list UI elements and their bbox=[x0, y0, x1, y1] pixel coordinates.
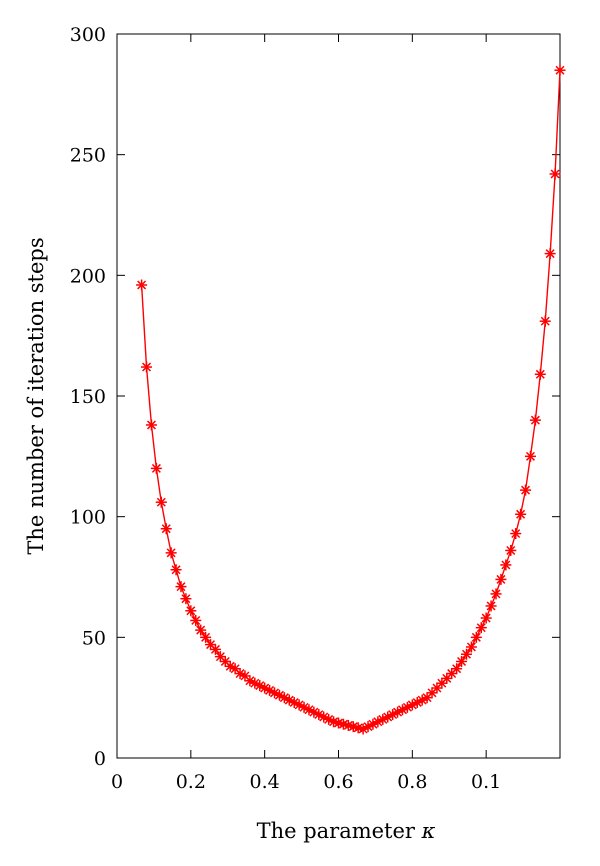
data-point bbox=[505, 544, 517, 556]
data-point bbox=[426, 687, 438, 699]
x-tick-label: 0.4 bbox=[250, 771, 280, 793]
data-point bbox=[549, 168, 561, 180]
series-markers bbox=[136, 64, 566, 735]
data-point bbox=[180, 593, 192, 605]
data-point bbox=[485, 600, 497, 612]
data-point bbox=[510, 528, 522, 540]
data-point bbox=[136, 279, 148, 291]
data-point bbox=[534, 368, 546, 380]
data-point bbox=[520, 484, 532, 496]
axis-tick-labels: 0 0.2 0.4 0.6 0.8 0.1 0 50 100 150 200 250 300 bbox=[70, 24, 502, 793]
data-point bbox=[490, 588, 502, 600]
data-point bbox=[155, 496, 167, 508]
data-point bbox=[456, 655, 468, 667]
data-point bbox=[200, 631, 212, 643]
data-point bbox=[544, 248, 556, 260]
y-tick-label: 250 bbox=[70, 145, 106, 167]
data-point bbox=[554, 64, 566, 76]
data-point bbox=[175, 581, 187, 593]
data-point bbox=[141, 361, 153, 373]
data-point bbox=[515, 508, 527, 520]
data-point bbox=[524, 450, 536, 462]
data-point bbox=[190, 614, 202, 626]
y-axis-title: The number of iteration steps bbox=[24, 237, 48, 554]
data-point bbox=[500, 559, 512, 571]
data-point bbox=[150, 462, 162, 474]
x-axis-title: The parameter κ bbox=[257, 819, 436, 843]
data-point bbox=[264, 684, 276, 696]
data-point bbox=[529, 414, 541, 426]
data-point bbox=[185, 605, 197, 617]
x-tick-label: 0.2 bbox=[176, 771, 206, 793]
y-tick-label: 0 bbox=[94, 748, 106, 770]
data-point bbox=[145, 419, 157, 431]
data-point bbox=[465, 641, 477, 653]
data-point bbox=[165, 547, 177, 559]
y-tick-label: 100 bbox=[70, 507, 106, 529]
data-point bbox=[269, 687, 281, 699]
data-point bbox=[470, 631, 482, 643]
y-tick-label: 50 bbox=[82, 627, 106, 649]
x-tick-label: 0.1 bbox=[471, 771, 501, 793]
y-tick-label: 200 bbox=[70, 265, 106, 287]
x-tick-label: 0.6 bbox=[323, 771, 353, 793]
data-point bbox=[209, 643, 221, 655]
data-point bbox=[205, 639, 217, 651]
data-point bbox=[308, 706, 320, 718]
data-point bbox=[195, 624, 207, 636]
x-tick-label: 0.8 bbox=[397, 771, 427, 793]
data-point bbox=[219, 655, 231, 667]
x-axis-title-main: The parameter bbox=[257, 819, 422, 843]
axis-ticks bbox=[116, 33, 561, 759]
data-point bbox=[170, 564, 182, 576]
x-axis-title-symbol: κ bbox=[421, 819, 436, 843]
plot-frame bbox=[116, 33, 561, 759]
data-point bbox=[313, 709, 325, 721]
data-point bbox=[160, 523, 172, 535]
data-point bbox=[451, 663, 463, 675]
x-tick-label: 0 bbox=[111, 771, 123, 793]
data-point bbox=[480, 612, 492, 624]
data-point bbox=[460, 648, 472, 660]
data-point bbox=[229, 663, 241, 675]
y-tick-label: 300 bbox=[70, 24, 106, 46]
data-point bbox=[539, 315, 551, 327]
y-tick-label: 150 bbox=[70, 386, 106, 408]
data-point bbox=[495, 573, 507, 585]
data-point bbox=[475, 622, 487, 634]
